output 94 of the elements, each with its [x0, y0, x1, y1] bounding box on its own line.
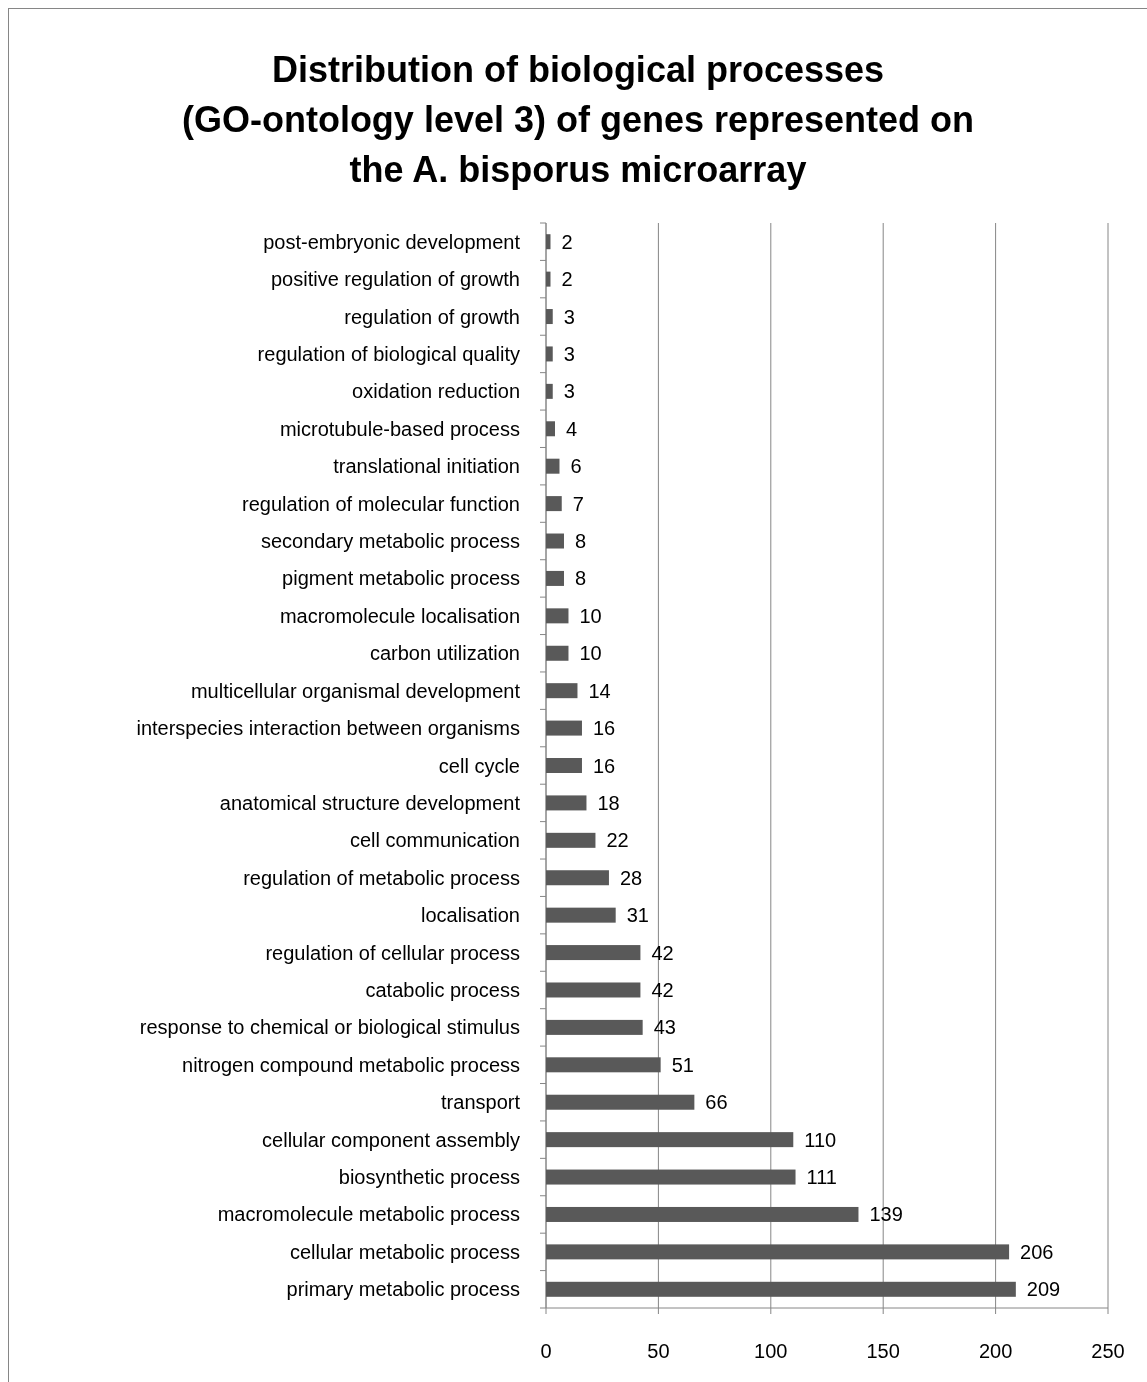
- y-tick-label: cellular metabolic process: [289, 1240, 520, 1263]
- y-tick-label: post-embryonic development: [263, 230, 521, 253]
- data-label: 139: [869, 1203, 903, 1226]
- bar: [546, 683, 578, 699]
- data-label: 3: [563, 342, 575, 365]
- bar: [546, 982, 641, 998]
- y-tick-label: secondary metabolic process: [260, 530, 520, 553]
- bar: [546, 570, 564, 586]
- y-tick-label: anatomical structure development: [219, 791, 521, 814]
- bar: [546, 795, 587, 811]
- y-tick-label: carbon utilization: [369, 642, 520, 665]
- data-label: 16: [592, 754, 616, 777]
- y-tick-label: response to chemical or biological stimulus: [139, 1016, 520, 1039]
- data-label: 10: [579, 642, 602, 665]
- data-label: 66: [705, 1091, 728, 1114]
- y-tick-label: regulation of cellular process: [265, 941, 520, 964]
- data-label: 8: [574, 567, 587, 590]
- y-tick-label: cell cycle: [438, 754, 520, 777]
- bar: [546, 1019, 643, 1035]
- y-tick-label: regulation of growth: [344, 305, 520, 328]
- bar: [546, 758, 582, 773]
- data-label: 18: [597, 791, 620, 814]
- x-tick-label: 150: [866, 1340, 900, 1362]
- bar: [546, 346, 553, 362]
- data-label: 10: [579, 604, 602, 627]
- bar: [546, 309, 553, 325]
- data-label: 42: [651, 978, 674, 1001]
- bar: [546, 1244, 1010, 1260]
- data-label: 2: [561, 230, 573, 253]
- data-label: 43: [653, 1016, 676, 1039]
- y-tick-label: translational initiation: [333, 455, 520, 478]
- data-label: 111: [806, 1166, 837, 1189]
- bar: [546, 608, 569, 624]
- bar: [546, 1132, 794, 1148]
- bar: [546, 271, 551, 287]
- data-label: 7: [572, 492, 584, 515]
- bar: [546, 945, 641, 961]
- y-tick-label: oxidation reduction: [352, 380, 520, 403]
- data-label: 51: [671, 1053, 694, 1076]
- data-label: 206: [1020, 1240, 1054, 1263]
- x-tick-label: 0: [540, 1340, 552, 1362]
- x-tick-label: 250: [1091, 1340, 1125, 1362]
- bar: [546, 1281, 1016, 1297]
- data-label: 6: [570, 455, 582, 478]
- bar: [546, 1094, 695, 1110]
- bar: [546, 383, 553, 399]
- chart-title: Distribution of biological processes (GO-ontology level 3) of genes represented on the A. bisporus microarray: [181, 49, 975, 190]
- y-tick-label: regulation of molecular function: [242, 492, 520, 515]
- data-label: 31: [626, 904, 649, 927]
- data-label: 2: [561, 268, 573, 291]
- y-tick-label: localisation: [421, 904, 520, 927]
- y-tick-label: pigment metabolic process: [282, 567, 520, 590]
- y-tick-label: regulation of biological quality: [257, 342, 520, 365]
- bar: [546, 645, 569, 661]
- y-tick-label: multicellular organismal development: [190, 679, 521, 702]
- y-tick-label: macromolecule localisation: [279, 604, 520, 627]
- data-label: 22: [606, 829, 629, 852]
- y-tick-label: cellular component assembly: [262, 1128, 520, 1151]
- bar: [546, 720, 582, 736]
- bar: [546, 870, 609, 886]
- y-tick-label: catabolic process: [365, 978, 520, 1001]
- bar: [546, 1169, 796, 1185]
- data-label: 3: [563, 380, 575, 403]
- bar: [546, 458, 560, 474]
- y-tick-label: regulation of metabolic process: [243, 866, 520, 889]
- bar: [546, 832, 596, 848]
- data-label: 28: [619, 866, 643, 889]
- bar: [546, 234, 551, 250]
- y-tick-label: interspecies interaction between organisms: [136, 717, 520, 740]
- y-tick-label: macromolecule metabolic process: [217, 1203, 520, 1226]
- y-tick-label: positive regulation of growth: [270, 268, 520, 291]
- bar: [546, 1057, 661, 1073]
- bar: [546, 907, 616, 923]
- y-tick-label: microtubule-based process: [279, 417, 520, 440]
- data-label: 209: [1026, 1278, 1061, 1301]
- y-tick-label: primary metabolic process: [286, 1278, 520, 1301]
- x-tick-label: 100: [754, 1340, 788, 1362]
- x-tick-label: 200: [978, 1340, 1013, 1362]
- data-label: 42: [651, 941, 674, 964]
- data-label: 4: [565, 417, 578, 440]
- data-label: 8: [574, 530, 587, 553]
- bar: [546, 496, 562, 512]
- bar: [546, 533, 564, 549]
- y-tick-label: biosynthetic process: [338, 1166, 520, 1189]
- data-label: 16: [592, 717, 616, 740]
- x-tick-label: 50: [647, 1340, 670, 1362]
- y-tick-label: cell communication: [349, 829, 520, 852]
- y-tick-label: transport: [441, 1091, 521, 1114]
- data-label: 3: [563, 305, 575, 328]
- data-label: 110: [804, 1128, 837, 1151]
- y-tick-label: nitrogen compound metabolic process: [182, 1053, 520, 1076]
- data-label: 14: [588, 679, 611, 702]
- bar: [546, 421, 555, 437]
- bar: [546, 1206, 859, 1222]
